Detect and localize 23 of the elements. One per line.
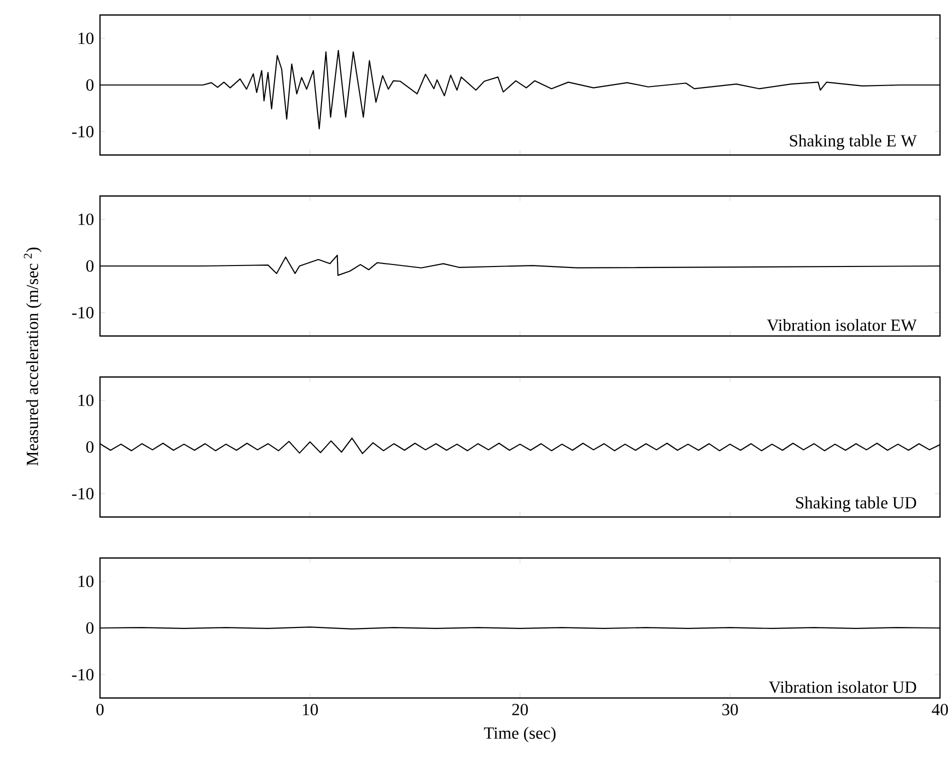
y-tick-label: -10 bbox=[72, 668, 94, 680]
annotation: Vibration isolator UD bbox=[768, 680, 916, 693]
y-tick-label: -10 bbox=[72, 126, 94, 138]
x-tick-label: 20 bbox=[512, 704, 528, 716]
x-tick-label: 0 bbox=[96, 704, 104, 716]
y-axis-title: Measured acceleration (m/sec $^{2}$) bbox=[24, 248, 42, 466]
y-tick-label: 0 bbox=[86, 441, 94, 453]
annotation: Shaking table E W bbox=[790, 134, 917, 150]
x-tick-label: 30 bbox=[722, 704, 738, 716]
y-tick-label: 0 bbox=[86, 79, 94, 91]
y-tick-label: 0 bbox=[86, 622, 94, 634]
x-tick-label: 40 bbox=[932, 704, 948, 716]
y-tick-label: 10 bbox=[78, 576, 94, 588]
x-tick-label: 10 bbox=[303, 704, 318, 716]
annotation: Shaking table UD bbox=[796, 496, 916, 512]
x-axis-title: Time (sec) bbox=[484, 726, 556, 742]
y-tick-label: 10 bbox=[78, 214, 94, 226]
y-tick-label: 10 bbox=[78, 394, 94, 406]
annotation: Vibration isolator EW bbox=[766, 318, 917, 331]
y-tick-label: 0 bbox=[86, 260, 94, 272]
y-tick-label: 10 bbox=[78, 32, 94, 44]
y-tick-label: -10 bbox=[72, 306, 94, 318]
y-tick-label: -10 bbox=[72, 488, 94, 500]
